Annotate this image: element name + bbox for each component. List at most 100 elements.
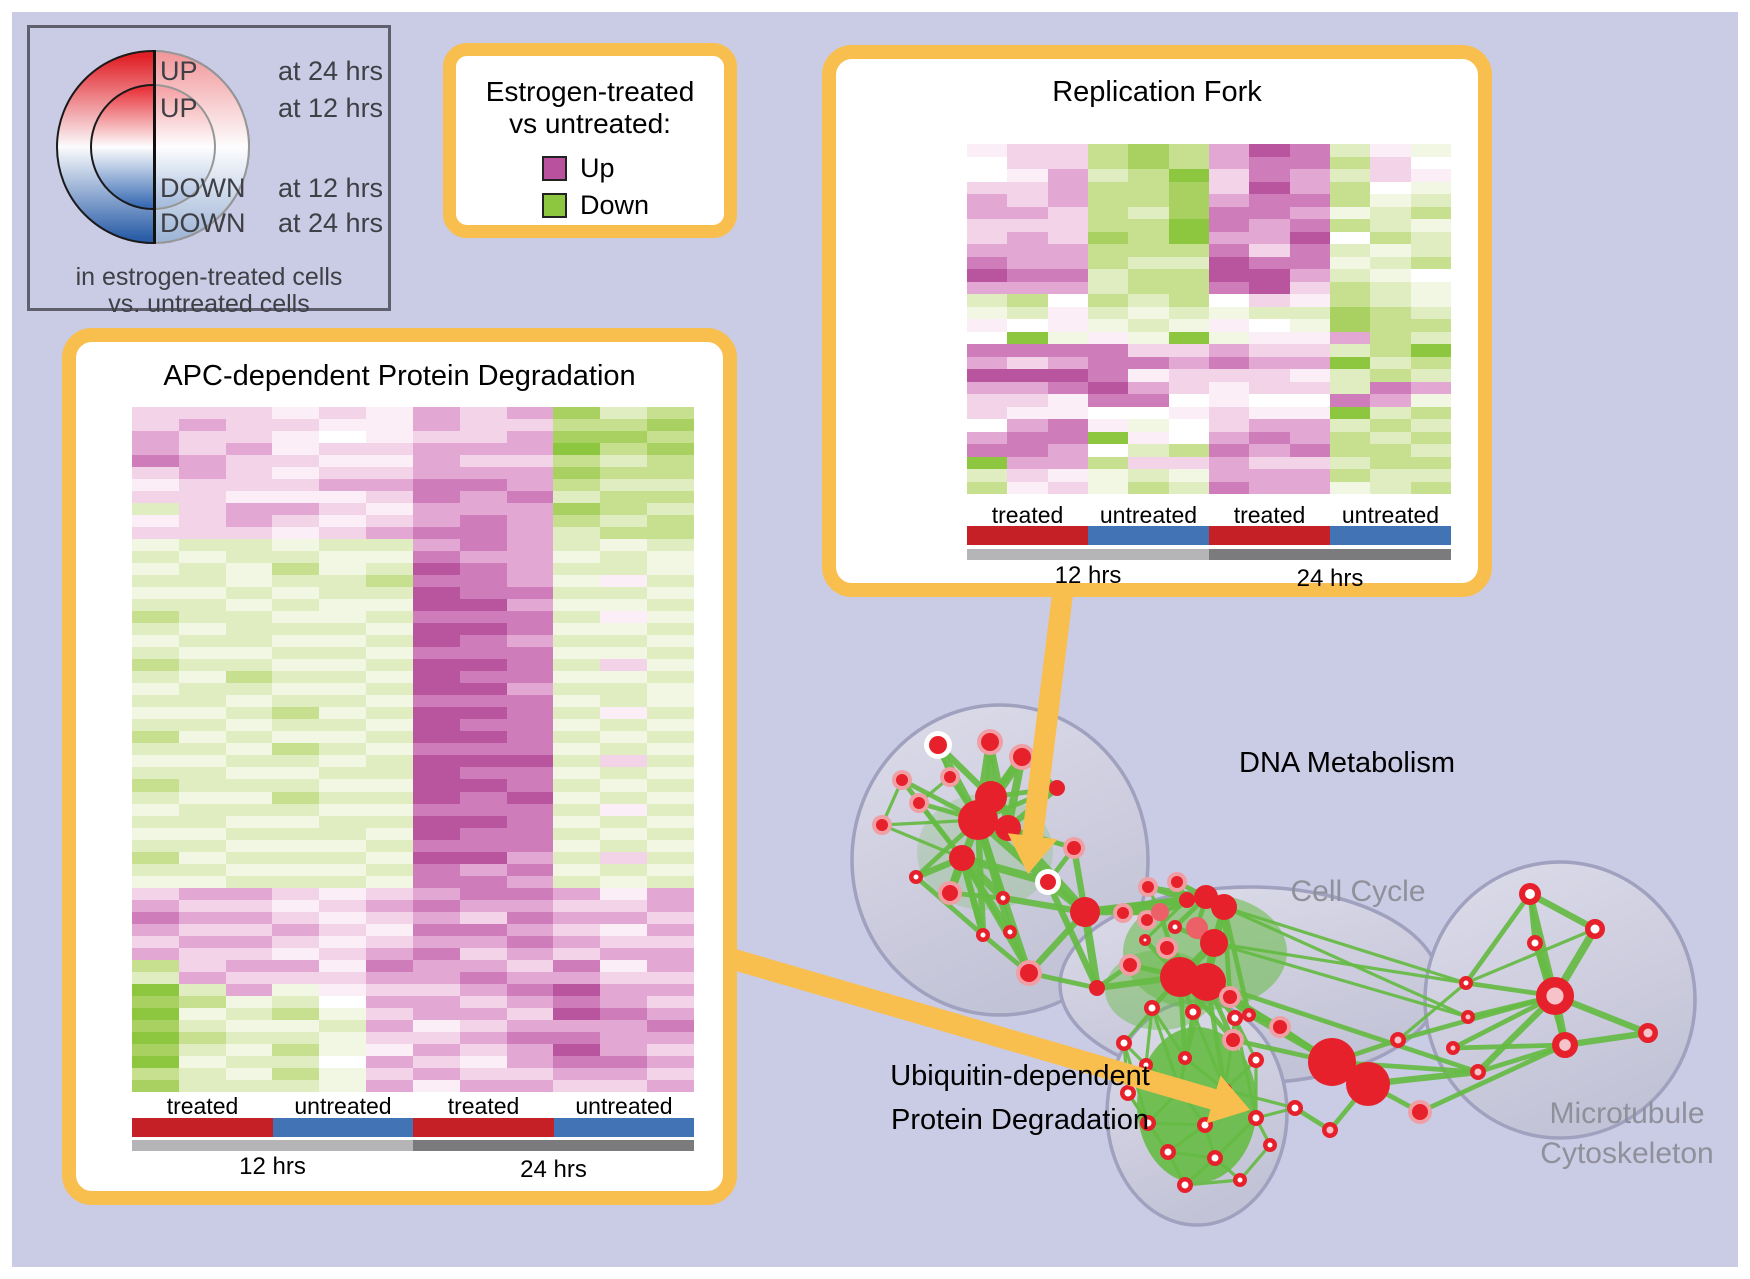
heatmap-row	[967, 144, 1451, 157]
heatmap-cell	[366, 815, 413, 828]
heatmap-cell	[319, 575, 367, 588]
heatmap-cell	[1128, 331, 1169, 344]
heatmap-row	[132, 803, 694, 816]
heatmap-cell	[1168, 481, 1209, 494]
heatmap-cell	[1007, 319, 1048, 332]
heatmap-cell	[178, 899, 226, 912]
heatmap-cell	[1087, 244, 1129, 257]
heatmap-cell	[600, 503, 648, 516]
heatmap-cell	[132, 1031, 179, 1044]
heatmap-row	[132, 767, 694, 780]
heatmap-cell	[1289, 369, 1330, 382]
heatmap-row	[132, 479, 694, 492]
heatmap-cell	[178, 683, 226, 696]
heatmap-cell	[366, 971, 413, 984]
heatmap-cell	[412, 779, 460, 792]
heatmap-cell	[647, 491, 694, 504]
heatmap-cell	[272, 959, 320, 972]
heatmap-cell	[178, 515, 226, 528]
heatmap-cell	[412, 935, 460, 948]
heatmap-cell	[1047, 469, 1088, 482]
heatmap-cell	[272, 575, 320, 588]
heatmap-cell	[412, 479, 460, 492]
heatmap-cell	[1128, 269, 1169, 282]
heatmap-cell	[366, 695, 413, 708]
heatmap-cell	[1249, 394, 1290, 407]
heatmap-cell	[1208, 194, 1250, 207]
heatmap-cell	[459, 1079, 507, 1092]
heatmap-cell	[600, 587, 648, 600]
heatmap-cell	[1289, 406, 1330, 419]
heatmap-cell	[366, 611, 413, 624]
estrogen-legend-box: Estrogen-treated vs untreated: Up Down	[443, 43, 737, 238]
heatmap-cell	[1289, 244, 1330, 257]
heatmap-cell	[967, 294, 1008, 307]
heatmap-cell	[225, 587, 273, 600]
replication-fork-panel: Replication Fork treated untreated treat…	[822, 45, 1492, 597]
heatmap-cell	[225, 935, 273, 948]
heatmap-cell	[132, 743, 179, 756]
heatmap-cell	[272, 539, 320, 552]
heatmap-row	[132, 887, 694, 900]
heatmap-cell	[647, 827, 694, 840]
heatmap-cell	[1047, 244, 1088, 257]
heatmap-cell	[272, 731, 320, 744]
heatmap-cell	[1128, 169, 1169, 182]
heatmap-cell	[1047, 344, 1088, 357]
heatmap-cell	[459, 1043, 507, 1056]
heatmap-cell	[1249, 319, 1290, 332]
heatmap-cell	[967, 381, 1008, 394]
heatmap-cell	[506, 683, 554, 696]
heatmap-cell	[272, 527, 320, 540]
heatmap-cell	[1329, 456, 1371, 469]
heatmap-cell	[1329, 369, 1371, 382]
down-color-swatch	[542, 193, 567, 218]
heatmap-cell	[1329, 419, 1371, 432]
heatmap-cell	[412, 1067, 460, 1080]
heatmap-cell	[553, 647, 601, 660]
heatmap-cell	[366, 995, 413, 1008]
heatmap-cell	[1370, 356, 1411, 369]
heatmap-cell	[600, 1043, 648, 1056]
heatmap-cell	[132, 455, 179, 468]
heatmap-cell	[1128, 306, 1169, 319]
heatmap-cell	[600, 827, 648, 840]
heatmap-row	[132, 1079, 694, 1092]
heatmap-cell	[1208, 356, 1250, 369]
heatmap-cell	[132, 683, 179, 696]
heatmap-cell	[132, 923, 179, 936]
heatmap-cell	[1007, 419, 1048, 432]
heatmap-cell	[225, 875, 273, 888]
heatmap-cell	[132, 443, 179, 456]
heatmap-row	[967, 319, 1451, 332]
up-color-swatch	[542, 156, 567, 181]
heatmap-cell	[647, 515, 694, 528]
heatmap-cell	[225, 1067, 273, 1080]
heatmap-cell	[412, 791, 460, 804]
heatmap-cell	[132, 419, 179, 432]
heatmap-cell	[1087, 331, 1129, 344]
heatmap-cell	[412, 863, 460, 876]
heatmap-cell	[1329, 469, 1371, 482]
heatmap-cell	[412, 683, 460, 696]
heatmap-cell	[412, 419, 460, 432]
heatmap-cell	[366, 671, 413, 684]
heatmap-cell	[132, 731, 179, 744]
heatmap-cell	[1047, 206, 1088, 219]
heatmap-cell	[553, 443, 601, 456]
heatmap-cell	[1047, 144, 1088, 157]
heatmap-cell	[459, 827, 507, 840]
heatmap-cell	[178, 947, 226, 960]
heatmap-cell	[412, 455, 460, 468]
heatmap-cell	[1289, 394, 1330, 407]
heatmap-cell	[225, 695, 273, 708]
heatmap-cell	[132, 959, 179, 972]
heatmap-cell	[1370, 394, 1411, 407]
heatmap-row	[132, 599, 694, 612]
heatmap-cell	[132, 875, 179, 888]
heatmap-cell	[1370, 219, 1411, 232]
at-24-label: at 24 hrs	[278, 56, 384, 86]
heatmap-cell	[319, 935, 367, 948]
heatmap-cell	[1370, 244, 1411, 257]
heatmap-cell	[1087, 356, 1129, 369]
